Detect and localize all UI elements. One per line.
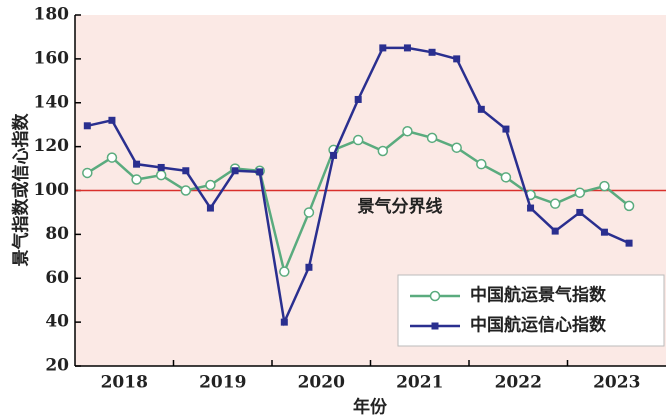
x-tick-label: 2019 [199, 373, 246, 393]
point [82, 167, 93, 179]
point [330, 151, 338, 159]
annotation: 景气分界线 [358, 196, 443, 217]
x-axis-label: 年份 [353, 397, 388, 418]
point [354, 95, 362, 103]
x-tick-label: 2021 [396, 373, 443, 393]
x-tick-label: 2018 [101, 373, 148, 393]
point [476, 158, 487, 170]
y-tick-label: 140 [34, 92, 70, 112]
point [303, 207, 315, 218]
point [83, 122, 91, 130]
point [576, 208, 584, 216]
point [403, 44, 411, 52]
y-tick-label: 80 [45, 224, 69, 244]
y-tick-label: 180 [34, 5, 70, 25]
legend-label: 中国航运景气指数 [470, 285, 607, 306]
point [131, 174, 142, 185]
point [133, 160, 141, 168]
point [551, 227, 559, 235]
point [180, 185, 192, 196]
point [256, 168, 264, 176]
legend-box [397, 274, 665, 347]
point [527, 204, 535, 212]
y-tick-label: 120 [34, 136, 70, 156]
point [549, 198, 561, 209]
point [377, 145, 389, 157]
point [206, 204, 214, 212]
x-tick-label: 2022 [495, 373, 542, 393]
point [599, 180, 610, 192]
point [429, 290, 441, 302]
y-tick-label: 60 [45, 268, 69, 288]
point [625, 239, 633, 247]
point [379, 44, 387, 52]
point [574, 187, 586, 198]
point [280, 318, 288, 326]
y-tick-label: 20 [45, 356, 69, 376]
point [500, 172, 512, 183]
point [477, 105, 485, 113]
y-tick-label: 160 [34, 48, 70, 68]
point [600, 228, 608, 236]
point [453, 55, 461, 63]
x-tick-label: 2023 [593, 373, 640, 393]
point [305, 263, 313, 271]
point [623, 200, 635, 212]
point [155, 169, 167, 181]
y-tick-label: 40 [45, 312, 69, 332]
point [502, 125, 510, 133]
y-axis-label: 景气指数或信心指数 [11, 113, 32, 267]
legend-label: 中国航运信心指数 [470, 315, 607, 336]
point [402, 126, 413, 137]
point [428, 48, 436, 56]
point [431, 322, 439, 330]
point [426, 132, 438, 144]
point [451, 142, 462, 153]
point [182, 167, 190, 175]
point [279, 266, 290, 277]
point [231, 167, 239, 175]
y-tick-label: 100 [34, 180, 70, 200]
point [108, 116, 116, 124]
x-tick-label: 2020 [298, 373, 345, 393]
point [157, 163, 165, 171]
point [106, 152, 118, 163]
point [205, 179, 216, 191]
point [352, 134, 364, 146]
